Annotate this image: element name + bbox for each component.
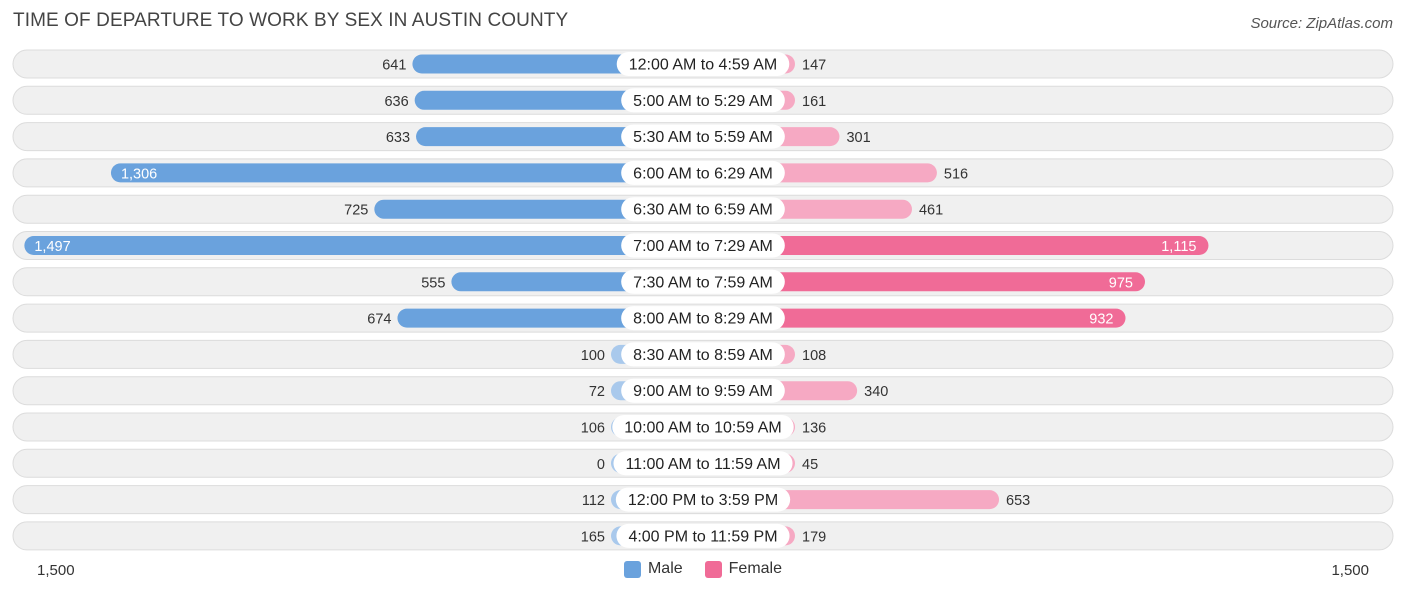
value-label-female: 340	[864, 384, 888, 400]
value-label-female: 1,115	[1161, 239, 1196, 255]
value-label-male: 725	[344, 203, 368, 219]
category-pill	[616, 523, 790, 548]
value-label-male: 641	[382, 58, 406, 74]
category-pill	[612, 415, 794, 439]
value-label-female: 516	[944, 166, 968, 182]
legend-swatch-male	[623, 560, 641, 578]
legend-item-female: Female	[704, 560, 783, 578]
value-label-female: 301	[846, 130, 870, 146]
category-pill	[613, 451, 793, 476]
legend-item-male: Male	[623, 560, 683, 578]
value-label-male: 112	[582, 493, 605, 509]
category-pill	[616, 52, 790, 76]
category-label: 8:00 AM to 8:29 AM	[633, 311, 773, 328]
legend-label-female: Female	[728, 560, 783, 577]
legend: Male Female	[0, 560, 1406, 578]
category-label: 12:00 AM to 4:59 AM	[629, 57, 778, 74]
category-label: 8:30 AM to 8:59 AM	[633, 347, 773, 364]
value-label-male: 106	[581, 421, 605, 437]
category-label: 6:30 AM to 6:59 AM	[633, 202, 773, 219]
value-label-male: 0	[597, 457, 605, 473]
category-pill	[621, 160, 785, 185]
legend-label-male: Male	[647, 560, 683, 577]
axis-right-label: 1,500	[1331, 562, 1369, 579]
value-label-male: 1,497	[34, 239, 70, 255]
category-label: 7:00 AM to 7:29 AM	[633, 238, 773, 255]
category-pill	[621, 342, 785, 367]
value-label-male: 1,306	[121, 166, 157, 182]
category-label: 5:00 AM to 5:29 AM	[633, 93, 773, 110]
value-label-female: 136	[802, 421, 826, 437]
value-label-female: 461	[919, 203, 943, 219]
category-pill	[621, 124, 785, 149]
category-label: 6:00 AM to 6:29 AM	[633, 165, 773, 182]
category-label: 4:00 PM to 11:59 PM	[628, 528, 777, 545]
value-label-male: 674	[367, 312, 391, 328]
category-pill	[621, 378, 785, 403]
bar-male	[24, 236, 716, 255]
value-label-female: 161	[802, 94, 826, 110]
category-label: 10:00 AM to 10:59 AM	[624, 420, 781, 437]
category-label: 5:30 AM to 5:59 AM	[633, 129, 773, 146]
value-label-male: 555	[421, 275, 445, 291]
category-pill	[621, 88, 785, 113]
legend-swatch-female	[704, 560, 722, 578]
value-label-female: 932	[1089, 312, 1113, 328]
category-pill	[621, 233, 785, 258]
axis-left-label: 1,500	[37, 562, 75, 579]
value-label-male: 633	[386, 130, 410, 146]
category-label: 7:30 AM to 7:59 AM	[633, 274, 773, 291]
value-label-female: 45	[802, 457, 818, 473]
bar-female	[691, 236, 1209, 255]
value-label-male: 100	[581, 348, 605, 364]
bar-female	[691, 308, 1126, 328]
bar-male	[110, 163, 716, 183]
category-label: 12:00 PM to 3:59 PM	[628, 492, 778, 509]
chart-title: TIME OF DEPARTURE TO WORK BY SEX IN AUST…	[13, 10, 569, 31]
category-pill	[615, 487, 791, 512]
value-label-female: 975	[1109, 275, 1133, 291]
category-pill	[621, 306, 785, 331]
value-label-female: 147	[802, 58, 826, 74]
value-label-male: 165	[581, 529, 605, 545]
bar-female	[691, 272, 1145, 292]
category-label: 9:00 AM to 9:59 AM	[633, 383, 773, 400]
value-label-female: 179	[802, 529, 826, 545]
value-label-male: 72	[589, 384, 605, 400]
category-pill	[621, 197, 785, 222]
source-label: Source: ZipAtlas.com	[1250, 15, 1393, 32]
category-pill	[621, 269, 785, 294]
value-label-male: 636	[384, 94, 408, 110]
category-label: 11:00 AM to 11:59 AM	[625, 456, 780, 473]
value-label-female: 653	[1006, 493, 1030, 509]
value-label-female: 108	[802, 348, 826, 364]
